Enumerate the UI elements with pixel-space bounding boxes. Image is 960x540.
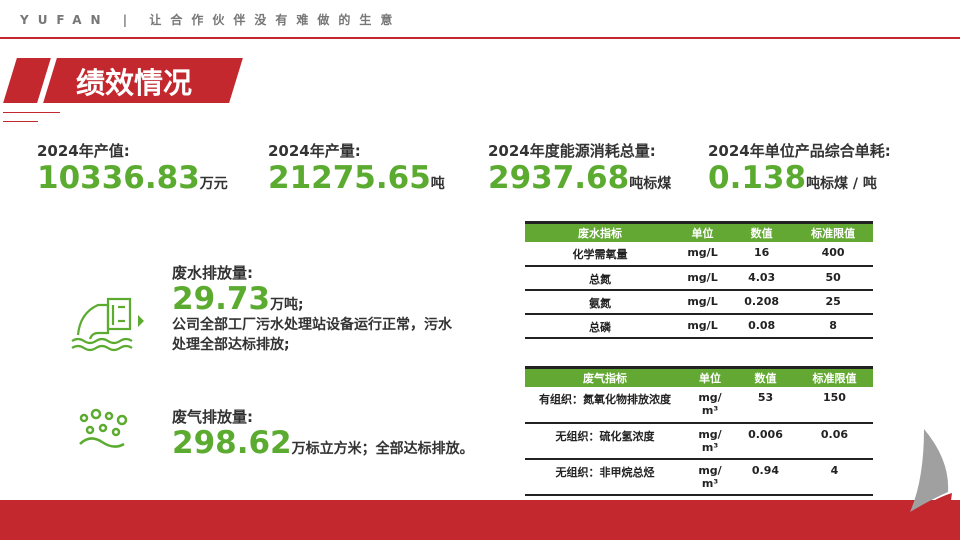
column-header: 单位 [675, 221, 731, 242]
column-header: 数值 [735, 366, 796, 387]
table-cell: 化学需氧量 [525, 241, 675, 267]
kpi-value: 10336.83 [37, 160, 200, 196]
table-row: 无组织：非甲烷总烃 mg/m³ 0.94 4 [525, 458, 873, 496]
wastegas-unit: 万标立方米；全部达标排放。 [291, 441, 474, 457]
wastegas-label: 废气排放量: [172, 408, 253, 426]
table-header: 废气指标 单位 数值 标准限值 [525, 366, 873, 387]
table-cell: 8 [793, 313, 873, 339]
table-cell: mg/L [675, 265, 731, 291]
header-divider [0, 37, 960, 39]
column-header: 废气指标 [525, 366, 685, 387]
kpi-value: 21275.65 [268, 160, 431, 196]
wastewater-table: 废水指标 单位 数值 标准限值 化学需氧量 mg/L 16 400 总氮 mg/L 4.0… [525, 221, 873, 339]
kpi-unit: 吨标煤 / 吨 [806, 176, 877, 192]
wastewater-label: 废水排放量: [172, 264, 253, 282]
kpi-output: 2024年产量: 21275.65吨 [268, 140, 445, 195]
table-row: 氨氮 mg/L 0.208 25 [525, 289, 873, 315]
table-cell: mg/L [675, 313, 731, 339]
column-header: 标准限值 [795, 366, 873, 387]
column-header: 单位 [685, 366, 735, 387]
table-cell: 0.006 [735, 422, 796, 460]
title-decoration [3, 58, 51, 103]
table-cell: 16 [730, 241, 794, 267]
table-row: 有组织：氮氧化物排放浓度 mg/m³ 53 150 [525, 386, 873, 424]
wastegas-section: 废气排放量: 298.62万标立方米；全部达标排放。 [172, 406, 474, 459]
table-cell: 总氮 [525, 265, 675, 291]
column-header: 标准限值 [793, 221, 873, 242]
column-header: 数值 [730, 221, 794, 242]
kpi-energy: 2024年度能源消耗总量: 2937.68吨标煤 [488, 140, 671, 195]
table-row: 化学需氧量 mg/L 16 400 [525, 241, 873, 267]
title-underline [3, 121, 38, 122]
sailboat-logo-icon [880, 429, 960, 540]
wastewater-desc: 处理全部达标排放; [172, 337, 290, 353]
page-title: 绩效情况 [76, 66, 193, 100]
table-cell: 总磷 [525, 313, 675, 339]
table-cell: 50 [793, 265, 873, 291]
kpi-label: 2024年产值: [37, 142, 130, 160]
table-cell: 0.208 [730, 289, 794, 315]
table-row: 总磷 mg/L 0.08 8 [525, 313, 873, 339]
table-cell: mg/m³ [685, 422, 735, 460]
kpi-value: 2937.68 [488, 160, 630, 196]
kpi-value: 0.138 [708, 160, 807, 196]
table-cell: 有组织：氮氧化物排放浓度 [525, 386, 685, 424]
title-underline [3, 112, 60, 113]
table-cell: 150 [795, 386, 873, 424]
table-cell: 400 [793, 241, 873, 267]
kpi-unit: 万元 [199, 176, 228, 192]
table-cell: 53 [735, 386, 796, 424]
table-header: 废水指标 单位 数值 标准限值 [525, 221, 873, 242]
wastewater-pipe-icon [71, 297, 144, 352]
wastewater-value: 29.73 [172, 281, 271, 317]
kpi-unit: 吨 [430, 176, 445, 192]
table-cell: 无组织：硫化氢浓度 [525, 422, 685, 460]
table-cell: 无组织：非甲烷总烃 [525, 458, 685, 496]
wastegas-value: 298.62 [172, 425, 292, 461]
table-cell: mg/L [675, 241, 731, 267]
column-header: 废水指标 [525, 221, 675, 242]
kpi-label: 2024年单位产品综合单耗: [708, 142, 891, 160]
table-cell: 4.03 [730, 265, 794, 291]
kpi-label: 2024年产量: [268, 142, 361, 160]
table-cell: 0.06 [795, 422, 873, 460]
table-cell: mg/m³ [685, 386, 735, 424]
wastegas-bubbles-icon [79, 408, 128, 448]
table-cell: mg/L [675, 289, 731, 315]
table-cell: 25 [793, 289, 873, 315]
table-row: 无组织：硫化氢浓度 mg/m³ 0.006 0.06 [525, 422, 873, 460]
table-cell: mg/m³ [685, 458, 735, 496]
wastewater-desc: 公司全部工厂污水处理站设备运行正常，污水 [172, 317, 452, 333]
kpi-label: 2024年度能源消耗总量: [488, 142, 656, 160]
wastegas-table: 废气指标 单位 数值 标准限值 有组织：氮氧化物排放浓度 mg/m³ 53 150 无… [525, 366, 873, 496]
kpi-unit-consumption: 2024年单位产品综合单耗: 0.138吨标煤 / 吨 [708, 140, 891, 195]
table-cell: 氨氮 [525, 289, 675, 315]
table-cell: 0.08 [730, 313, 794, 339]
footer-band [0, 500, 960, 540]
table-cell: 0.94 [735, 458, 796, 496]
kpi-unit: 吨标煤 [629, 176, 672, 192]
table-cell: 4 [795, 458, 873, 496]
kpi-output-value: 2024年产值: 10336.83万元 [37, 140, 228, 195]
brand-slogan: YUFAN | 让合作伙伴没有难做的生意 [20, 13, 402, 27]
wastewater-section: 废水排放量: 29.73万吨; 公司全部工厂污水处理站设备运行正常，污水 处理全… [172, 262, 452, 355]
wastewater-unit: 万吨; [270, 297, 304, 313]
table-row: 总氮 mg/L 4.03 50 [525, 265, 873, 291]
